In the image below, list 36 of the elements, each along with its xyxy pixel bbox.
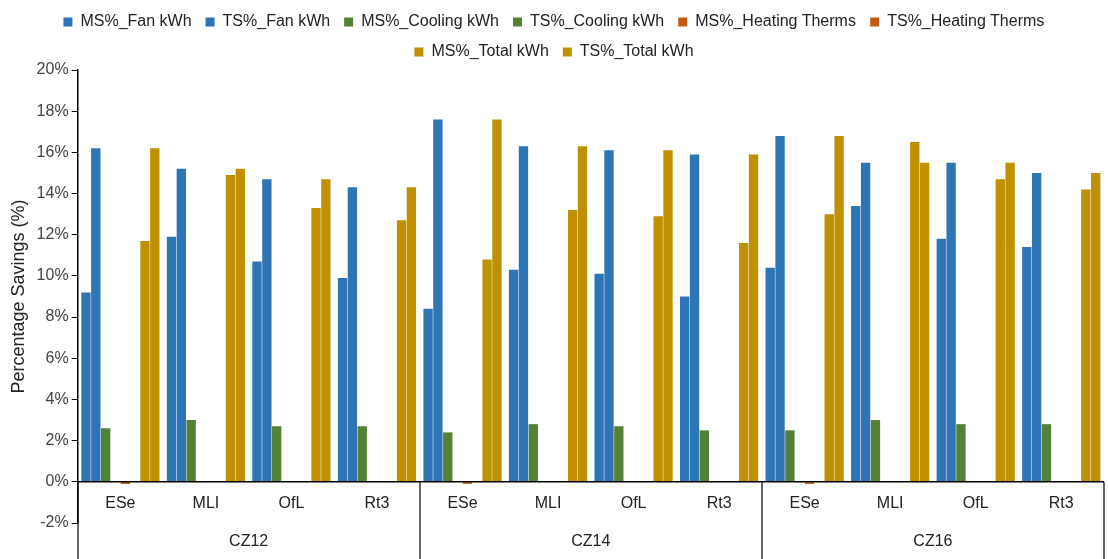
x-tick-label: OfL	[620, 494, 647, 512]
legend-label: MS%_Cooling kWh	[361, 12, 499, 31]
x-tick-label: OfL	[278, 494, 305, 512]
x-tick-label: Rt3	[364, 494, 390, 512]
y-tick-label: 6%	[45, 348, 69, 366]
y-tick-label: 8%	[45, 307, 69, 325]
y-tick-label: 18%	[36, 101, 69, 119]
x-tick-label: ESe	[789, 494, 820, 512]
y-tick-label: 0%	[45, 472, 69, 490]
x-tick-label: ESe	[105, 494, 136, 512]
legend-label: MS%_Total kWh	[431, 42, 549, 61]
y-tick-label: 2%	[45, 431, 69, 449]
x-tick-label: OfL	[962, 494, 989, 512]
x-tick-label: Rt3	[1048, 494, 1074, 512]
y-axis-title: Percentage Savings (%)	[7, 199, 28, 394]
y-tick-label: 14%	[36, 183, 69, 201]
y-tick-label: 4%	[45, 389, 69, 407]
legend-label: TS%_Fan kWh	[222, 12, 331, 31]
y-tick-label: 10%	[36, 266, 69, 284]
y-tick-label: 20%	[36, 60, 69, 78]
x-tick-label: MLI	[534, 494, 562, 512]
x-tick-label: MLI	[876, 494, 904, 512]
text: CZ14	[571, 532, 611, 550]
legend-label: TS%_Heating Therms	[887, 12, 1045, 31]
x-tick-label: MLI	[192, 494, 220, 512]
y-tick-label: 12%	[36, 225, 69, 243]
x-tick-label: Rt3	[706, 494, 732, 512]
y-tick-label: -2%	[40, 513, 69, 531]
x-tick-label: ESe	[447, 494, 478, 512]
legend-label: TS%_Cooling kWh	[529, 12, 665, 31]
y-tick-label: 16%	[36, 142, 69, 160]
text: CZ16	[913, 532, 953, 550]
text: CZ12	[229, 532, 269, 550]
legend-label: MS%_Heating Therms	[695, 12, 856, 31]
legend-label: TS%_Total kWh	[579, 42, 694, 61]
legend-label: MS%_Fan kWh	[80, 12, 192, 31]
